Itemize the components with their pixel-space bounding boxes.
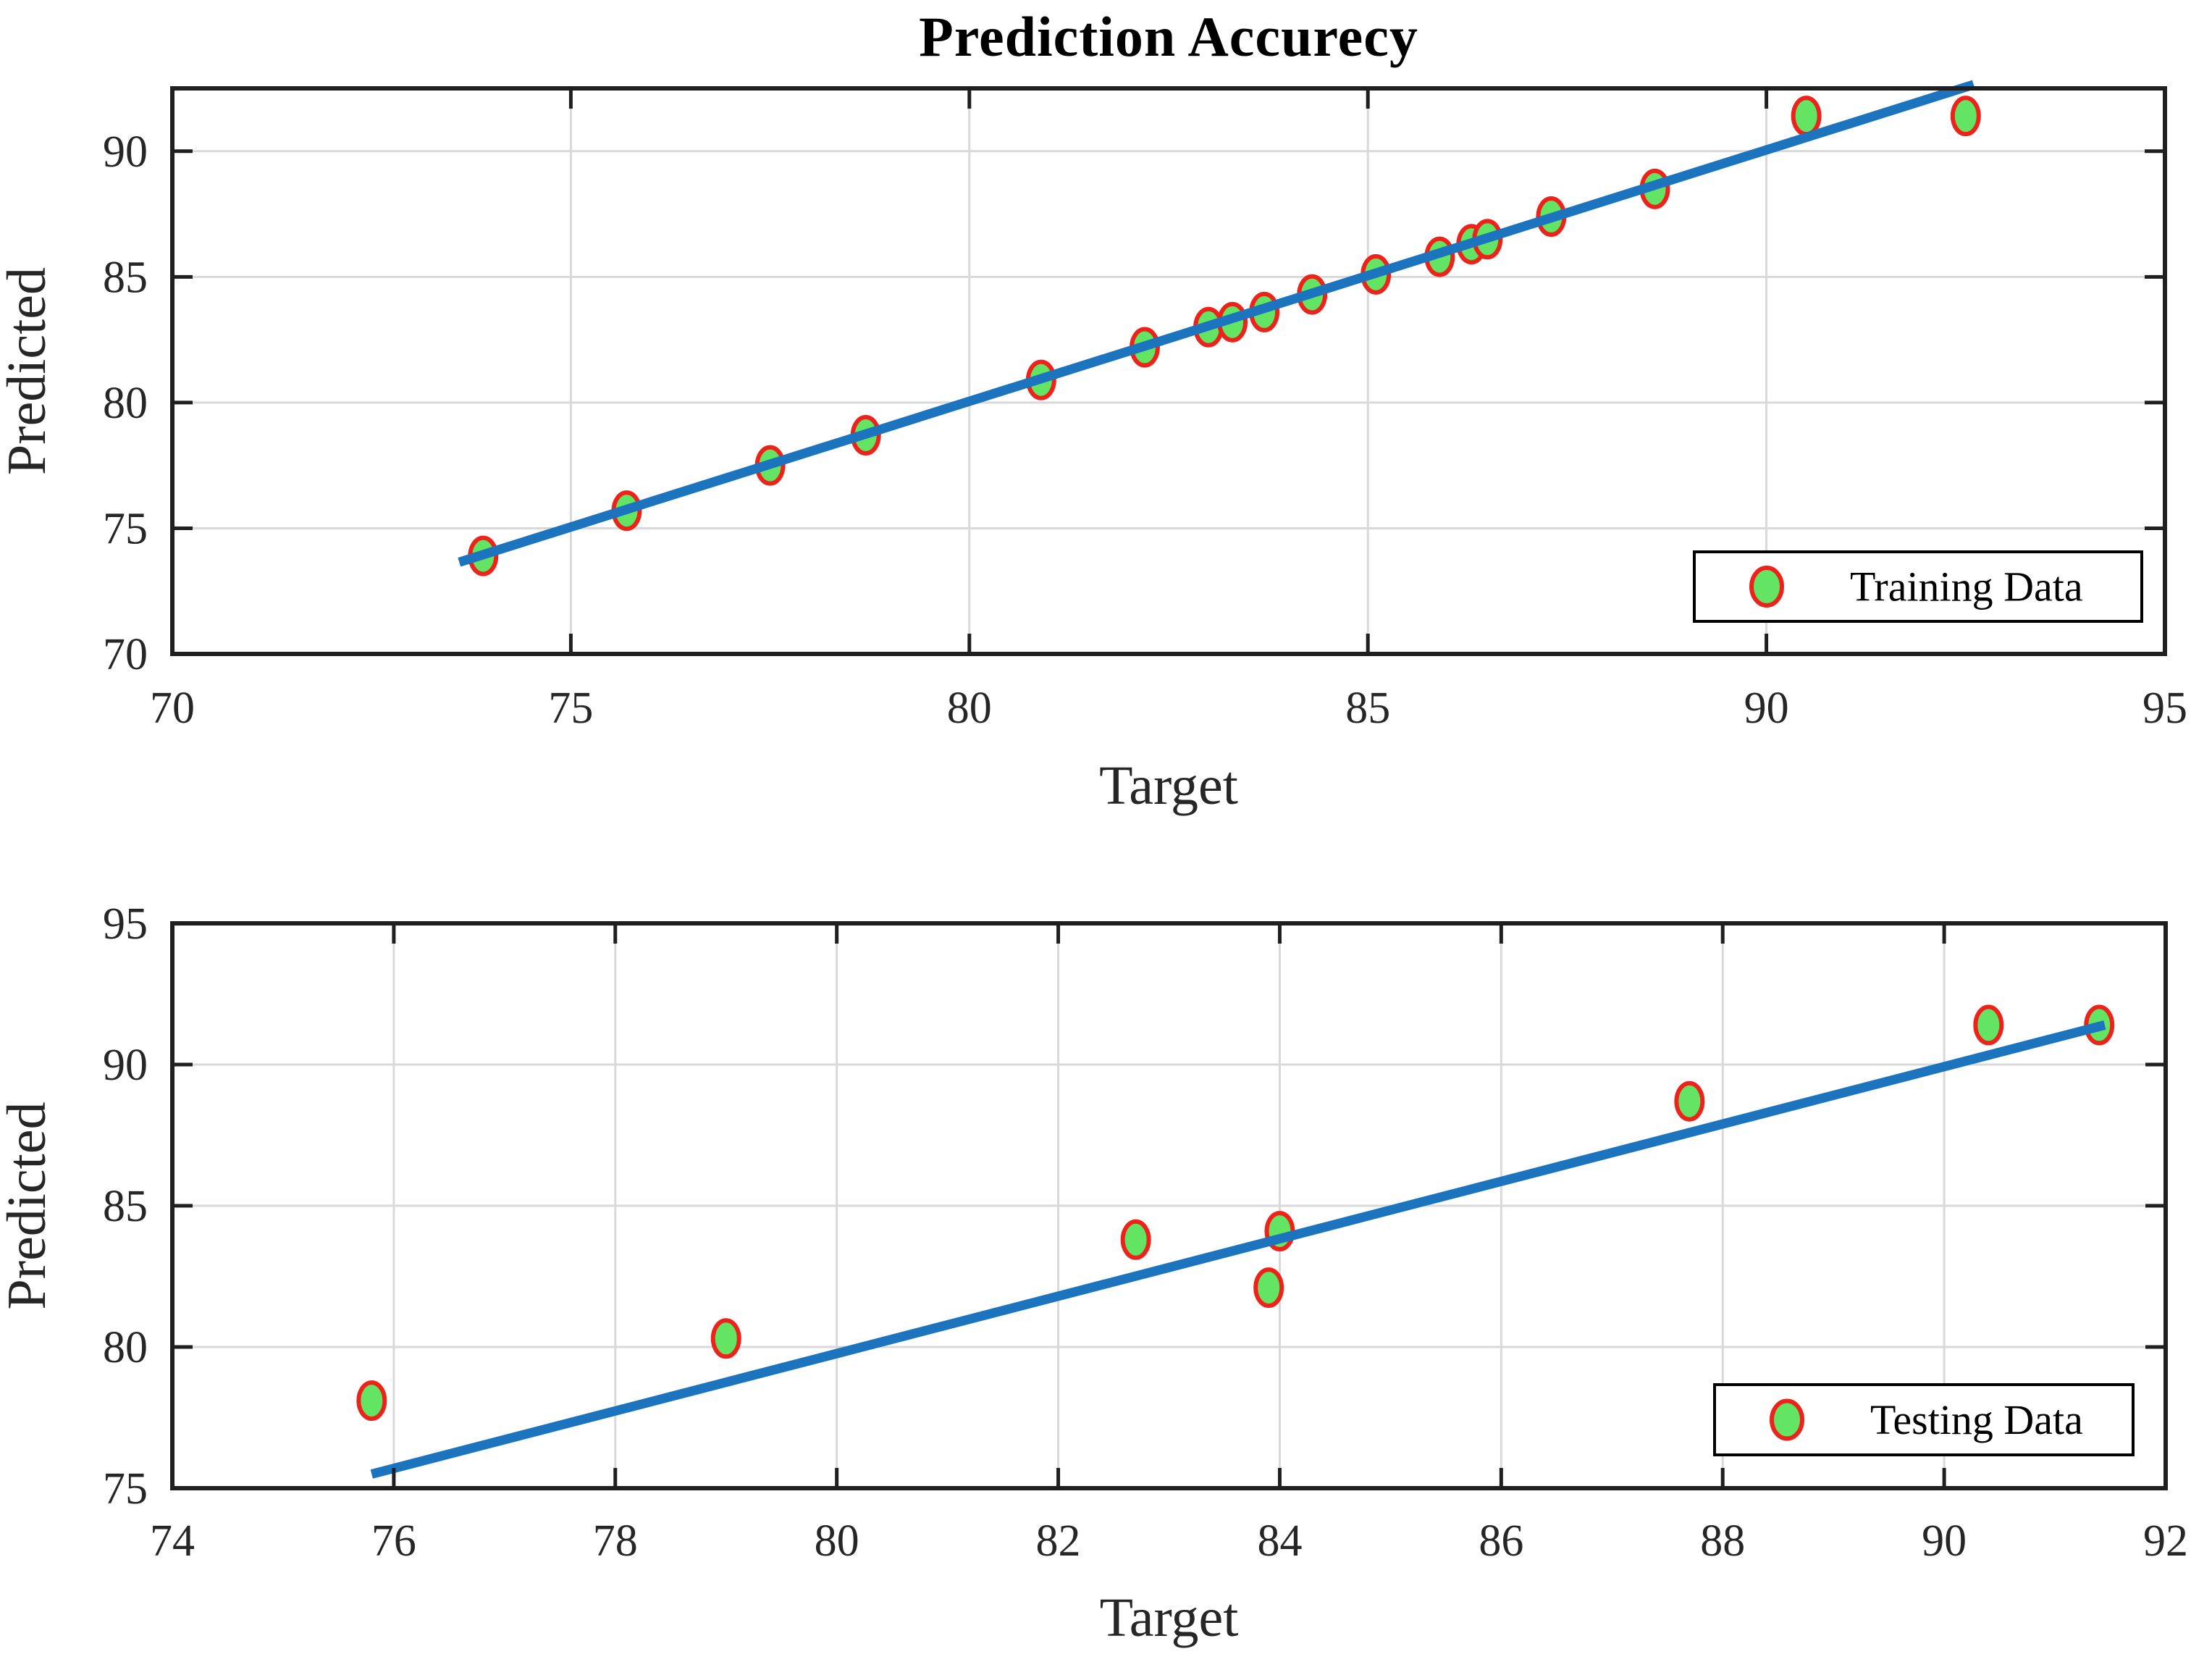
data-point — [356, 1380, 387, 1422]
x-axis-label: Target — [1100, 1587, 1239, 1648]
x-tick-label: 82 — [1036, 1516, 1081, 1566]
y-tick-label: 90 — [103, 127, 148, 177]
x-tick-label: 80 — [947, 684, 992, 733]
y-tick-label: 75 — [103, 505, 148, 554]
x-tick-label: 85 — [1345, 684, 1390, 733]
fit-line — [458, 80, 1975, 567]
legend-label: Training Data — [1850, 563, 2083, 610]
data-point — [1950, 96, 1981, 137]
y-axis-label: Predicted — [0, 267, 57, 475]
y-tick-label: 85 — [103, 1182, 148, 1231]
y-tick-label: 85 — [103, 253, 148, 302]
legend-marker-icon — [1770, 1398, 1804, 1441]
x-tick-label: 84 — [1257, 1516, 1302, 1566]
y-tick-label: 95 — [103, 899, 148, 949]
y-tick-label: 80 — [103, 1323, 148, 1372]
y-tick-label: 90 — [103, 1041, 148, 1090]
x-tick-label: 95 — [2142, 684, 2187, 733]
data-point — [1674, 1080, 1705, 1122]
y-tick-label: 70 — [103, 630, 148, 679]
legend-label: Testing Data — [1870, 1396, 2083, 1443]
data-point — [1120, 1219, 1151, 1260]
y-tick-label: 80 — [103, 379, 148, 428]
x-tick-label: 86 — [1479, 1516, 1523, 1566]
x-tick-label: 78 — [593, 1516, 638, 1566]
x-tick-label: 88 — [1700, 1516, 1745, 1566]
data-point — [1253, 1267, 1284, 1309]
data-point — [710, 1318, 741, 1359]
x-tick-label: 74 — [150, 1516, 195, 1566]
x-axis-label: Target — [1099, 755, 1238, 816]
x-tick-label: 70 — [150, 684, 195, 733]
x-tick-label: 75 — [548, 684, 593, 733]
legend-marker-icon — [1749, 566, 1784, 608]
y-tick-label: 75 — [103, 1464, 148, 1514]
axes-border — [170, 86, 2167, 656]
data-point — [1791, 96, 1822, 137]
y-axis-label: Predicted — [0, 1101, 57, 1309]
x-tick-label: 76 — [371, 1516, 416, 1566]
data-point — [1973, 1004, 2004, 1046]
x-tick-label: 92 — [2143, 1516, 2188, 1566]
x-tick-label: 90 — [1922, 1516, 1967, 1566]
x-tick-label: 80 — [815, 1516, 859, 1566]
fit-line — [370, 1020, 2106, 1479]
figure-title: Prediction Accurecy — [919, 5, 1418, 68]
x-tick-label: 90 — [1744, 684, 1789, 733]
